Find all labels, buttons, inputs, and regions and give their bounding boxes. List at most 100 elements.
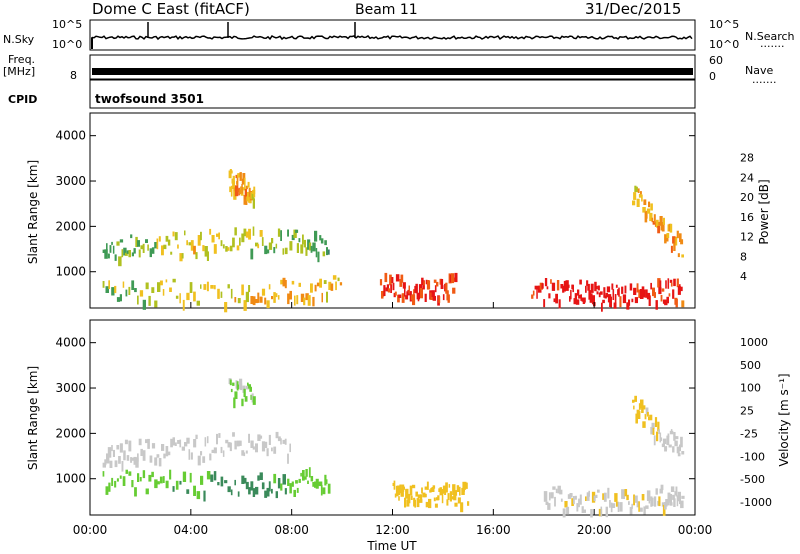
heatmap-cell — [157, 481, 160, 485]
heatmap-cell — [579, 494, 582, 505]
heatmap-cell — [195, 434, 198, 439]
heatmap-cell — [284, 438, 287, 445]
heatmap-cell — [413, 289, 415, 300]
heatmap-cell — [406, 291, 409, 300]
colorbar-tick-label: -500 — [740, 473, 765, 486]
heatmap-cell — [246, 196, 249, 202]
heatmap-cell — [661, 224, 665, 232]
heatmap-cell — [563, 280, 566, 292]
heatmap-cell — [390, 284, 392, 293]
heatmap-cell — [413, 497, 416, 507]
heatmap-cell — [111, 241, 113, 245]
heatmap-cell — [105, 486, 109, 495]
heatmap-cell — [241, 284, 244, 296]
heatmap-cell — [555, 488, 558, 494]
heatmap-cell — [300, 293, 305, 302]
heatmap-cell — [532, 290, 535, 296]
heatmap-cell — [102, 281, 105, 288]
heatmap-cell — [119, 294, 122, 302]
heatmap-cell — [314, 230, 318, 242]
heatmap-cell — [232, 175, 235, 185]
heatmap-cell — [252, 396, 256, 405]
velocity-panel: 1000 2000 3000 4000 Slant Range [km] — [26, 319, 696, 518]
heatmap-cell — [397, 294, 400, 303]
heatmap-cell — [268, 481, 271, 492]
heatmap-cell — [543, 299, 546, 308]
heatmap-cell — [404, 285, 406, 297]
colorbar-tick-label: 12 — [740, 231, 754, 244]
heatmap-cell — [203, 490, 206, 502]
nsearch-tick-low: 10^0 — [709, 38, 739, 51]
heatmap-cell — [248, 228, 251, 240]
heatmap-cell — [323, 280, 327, 284]
heatmap-cell — [654, 417, 658, 427]
heatmap-cell — [577, 289, 580, 296]
heatmap-cell — [273, 446, 277, 454]
heatmap-cell — [295, 229, 299, 233]
heatmap-cell — [193, 439, 197, 448]
x-tick-label: 12:00 — [375, 523, 410, 537]
heatmap-cell — [581, 297, 585, 302]
heatmap-cell — [455, 490, 458, 496]
heatmap-cell — [233, 397, 236, 409]
heatmap-cell — [245, 481, 249, 490]
heatmap-cell — [307, 239, 311, 250]
heatmap-cell — [460, 502, 464, 513]
heatmap-cell — [239, 189, 241, 195]
heatmap-cell — [456, 485, 460, 492]
heatmap-cell — [651, 422, 655, 429]
heatmap-cell — [140, 448, 143, 456]
heatmap-cell — [657, 278, 661, 288]
heatmap-cell — [124, 252, 128, 256]
heatmap-cell — [569, 296, 571, 302]
heatmap-cell — [236, 440, 240, 447]
heatmap-cell — [112, 245, 115, 254]
heatmap-cell — [679, 499, 681, 505]
heatmap-cell — [241, 233, 245, 243]
heatmap-cell — [544, 278, 548, 287]
heatmap-cell — [220, 476, 224, 487]
heatmap-cell — [195, 252, 198, 260]
nsky-tick-low: 10^0 — [52, 38, 82, 51]
heatmap-cell — [261, 237, 264, 246]
heatmap-cell — [431, 290, 435, 297]
colorbar-tick-label: -100 — [740, 450, 765, 463]
heatmap-cell — [598, 508, 603, 517]
heatmap-cell — [227, 442, 231, 448]
heatmap-cell — [432, 295, 436, 301]
heatmap-cell — [240, 383, 243, 391]
heatmap-cell — [237, 298, 241, 304]
heatmap-cell — [626, 494, 629, 501]
heatmap-cell — [319, 235, 322, 241]
power-data-layer — [102, 169, 685, 313]
heatmap-cell — [165, 446, 169, 457]
heatmap-cell — [111, 477, 114, 486]
heatmap-cell — [666, 499, 670, 506]
heatmap-cell — [424, 486, 428, 490]
heatmap-cell — [234, 297, 237, 303]
heatmap-cell — [244, 188, 247, 200]
heatmap-cell — [204, 437, 207, 447]
heatmap-cell — [244, 177, 246, 189]
heatmap-cell — [667, 224, 670, 232]
heatmap-cell — [237, 384, 240, 390]
heatmap-cell — [668, 444, 672, 448]
heatmap-cell — [257, 434, 261, 441]
heatmap-cell — [681, 254, 684, 258]
heatmap-cell — [575, 299, 580, 305]
velocity-y-axis: 1000 2000 3000 4000 — [55, 336, 695, 486]
heatmap-cell — [681, 300, 685, 308]
heatmap-cell — [641, 286, 645, 293]
heatmap-cell — [633, 405, 635, 410]
heatmap-cell — [680, 239, 684, 245]
heatmap-cell — [248, 384, 251, 389]
heatmap-cell — [213, 471, 217, 481]
heatmap-cell — [405, 488, 409, 499]
heatmap-cell — [656, 431, 659, 442]
heatmap-cell — [112, 449, 115, 457]
heatmap-cell — [626, 302, 630, 310]
heatmap-cell — [232, 432, 235, 437]
heatmap-cell — [133, 456, 137, 465]
heatmap-cell — [156, 454, 160, 458]
heatmap-cell — [177, 440, 181, 444]
